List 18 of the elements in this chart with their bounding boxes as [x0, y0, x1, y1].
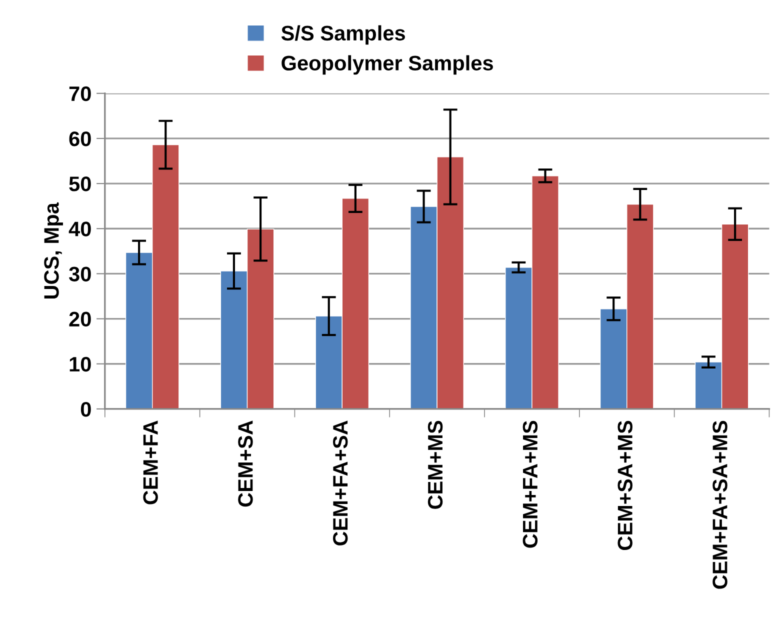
y-tick-label: 60 [69, 131, 91, 146]
y-tick-label: 40 [68, 222, 91, 236]
legend-label: S/S Samples [281, 25, 405, 45]
y-tick-label: 0 [80, 402, 91, 417]
y-tick-label: 20 [69, 312, 91, 327]
x-tick-label: CEM+FA+MS [522, 420, 538, 548]
x-tick-label: CEM+FA+SA [332, 420, 348, 546]
y-tick-label: 70 [69, 86, 91, 102]
x-tick-label: CEM+SA [238, 420, 253, 507]
x-tick-label: CEM+FA+SA+MS [712, 420, 728, 589]
x-tick-label: CEM+FA [143, 420, 158, 504]
y-tick-label: 10 [70, 356, 91, 372]
y-tick-label: 50 [69, 176, 91, 192]
legend-label: Geopolymer Samples [282, 55, 493, 75]
y-axis-title: UCS, Mpa [44, 202, 63, 299]
y-tick-label: 30 [69, 266, 91, 282]
x-tick-label: CEM+SA+MS [618, 420, 632, 550]
x-tick-label: CEM+MS [428, 420, 443, 509]
